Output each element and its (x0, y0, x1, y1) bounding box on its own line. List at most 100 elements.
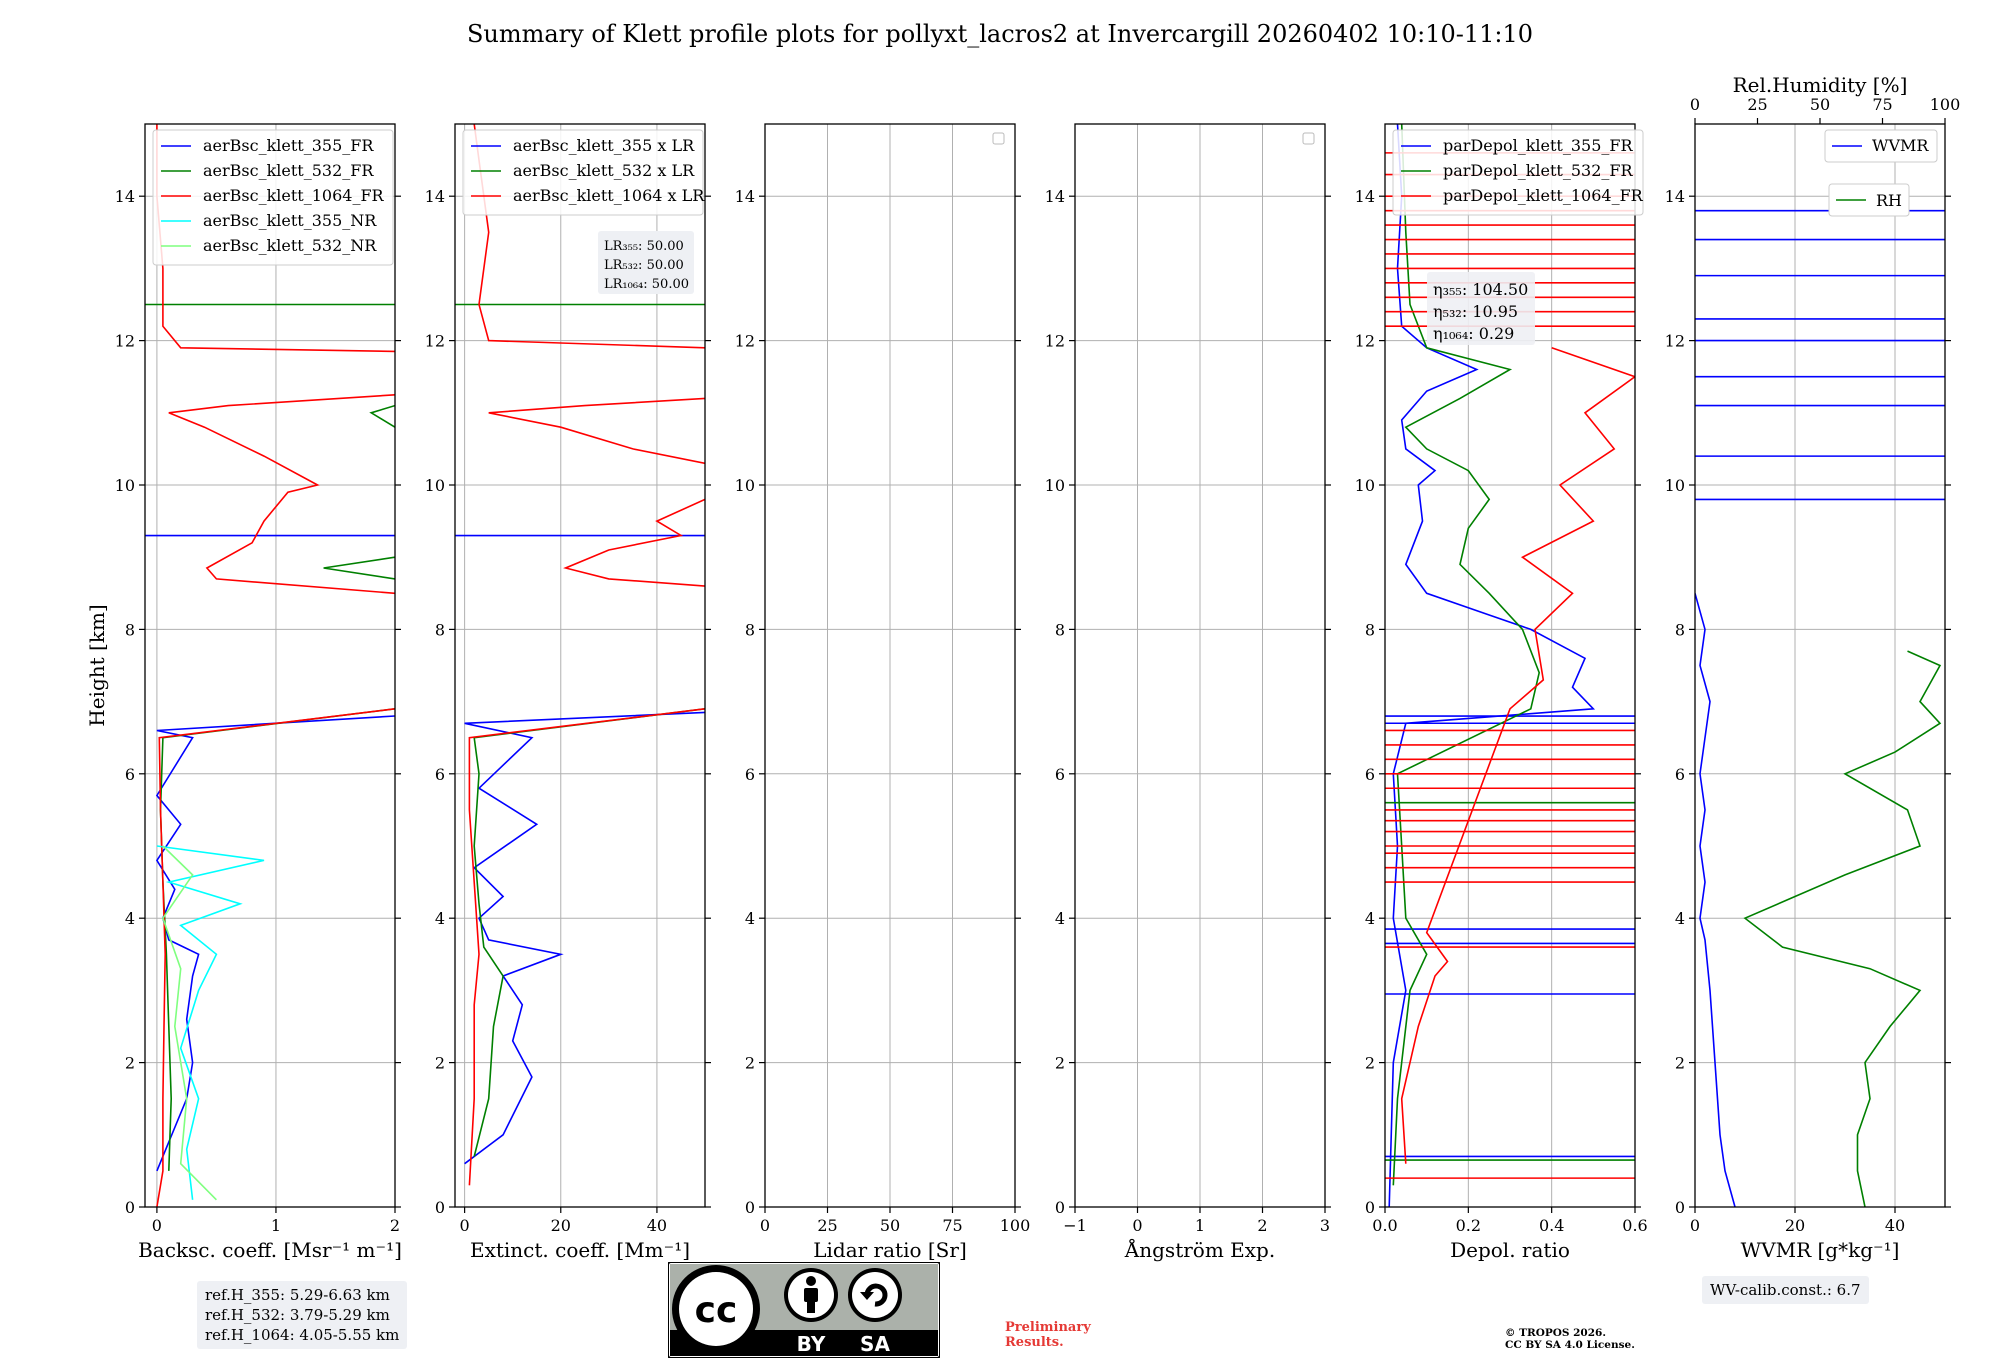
data-group (145, 124, 395, 1207)
x-tick-label-2: 40 (1885, 1216, 1905, 1235)
preliminary-line-2: Results. (1005, 1335, 1064, 1350)
y-tick-label-0: 0 (435, 1198, 445, 1217)
legend-label-aerBsc_klett_355 x LR: aerBsc_klett_355 x LR (513, 136, 695, 155)
series-line-parDepol_klett_355_FR (1388, 124, 1596, 1207)
series-line-aerBsc_klett_1064 x LR (468, 708, 705, 1186)
legend-depol: parDepol_klett_355_FR parDepol_klett_532_… (1392, 129, 1644, 216)
y-tick-label-4: 8 (1365, 620, 1375, 639)
legend-label-aerBsc_klett_532 x LR: aerBsc_klett_532 x LR (513, 161, 695, 180)
y-tick-label-1: 2 (745, 1054, 755, 1073)
x-tick-label-2: 50 (880, 1216, 900, 1235)
x-tick-label-3: 2 (1257, 1216, 1267, 1235)
y-tick-label-3: 6 (1055, 765, 1065, 784)
legend-label-parDepol_klett_1064_FR: parDepol_klett_1064_FR (1443, 186, 1644, 205)
x-tick-label-1: 1 (271, 1216, 281, 1235)
top-x-tick-label-4: 100 (1930, 95, 1961, 114)
y-tick-label-4: 8 (1055, 620, 1065, 639)
y-tick-label-5: 10 (115, 476, 135, 495)
lr-label-0: LR₃₅₅: 50.00 (604, 239, 684, 254)
cc-sa-label: SA (860, 1332, 890, 1356)
y-tick-label-0: 0 (1675, 1198, 1685, 1217)
x-tick-label-0: −1 (1063, 1216, 1087, 1235)
x-tick-label-2: 1 (1195, 1216, 1205, 1235)
series-line-aerBsc_klett_355_NR (156, 845, 265, 1200)
x-tick-label-4: 3 (1320, 1216, 1330, 1235)
series-line-aerBsc_klett_355 x LR (464, 711, 705, 1165)
y-tick-label-3: 6 (1675, 765, 1685, 784)
series-line-aerBsc_klett_1064_FR (156, 708, 395, 1207)
top-x-tick-label-0: 0 (1690, 95, 1700, 114)
series-line-WVMR (1695, 593, 1736, 1207)
y-tick-label-5: 10 (425, 476, 445, 495)
y-tick-label-2: 4 (1055, 909, 1065, 928)
cc-logo-icon: cc (672, 1265, 760, 1353)
lr-annotation: LR₃₅₅: 50.00 LR₅₃₂: 50.00 LR₁₀₆₄: 50.00 (598, 231, 694, 294)
series-line-aerBsc_klett_532_NR (162, 845, 217, 1201)
y-tick-label-4: 8 (1675, 620, 1685, 639)
y-tick-label-6: 12 (735, 332, 755, 351)
lr-label-1: LR₅₃₂: 50.00 (604, 258, 684, 273)
series-line-aerBsc_klett_532 x LR (473, 708, 705, 1157)
x-tick-label-3: 75 (942, 1216, 962, 1235)
y-tick-label-5: 10 (1045, 476, 1065, 495)
y-tick-label-4: 8 (745, 620, 755, 639)
data-group (455, 124, 705, 1186)
y-tick-label-7: 14 (1045, 187, 1065, 206)
cc-by-sa-badge: cc BY SA (668, 1262, 940, 1358)
x-tick-label-1: 0 (1132, 1216, 1142, 1235)
series-line-RH (1743, 650, 1942, 1207)
x-tick-label-0: 0 (760, 1216, 770, 1235)
sa-share-alike-icon (848, 1268, 902, 1322)
wv-calib-box: WV-calib.const.: 6.7 (1702, 1276, 1869, 1304)
legend-label-parDepol_klett_355_FR: parDepol_klett_355_FR (1443, 136, 1634, 155)
legend-label-aerBsc_klett_1064 x LR: aerBsc_klett_1064 x LR (513, 186, 705, 205)
figure-title: Summary of Klett profile plots for polly… (466, 20, 1534, 48)
preliminary-line-1: Preliminary (1005, 1320, 1091, 1335)
x-axis-label: Ångström Exp. (1124, 1237, 1275, 1262)
series-line-parDepol_klett_1064_FR (1400, 347, 1635, 1164)
y-axis-label: Height [km] (85, 604, 109, 726)
x-tick-label-0: 0.0 (1372, 1216, 1397, 1235)
y-tick-label-5: 10 (1665, 476, 1685, 495)
series-segment-aerBsc_klett_1064_FR-0 (168, 394, 395, 595)
x-tick-label-1: 20 (551, 1216, 571, 1235)
y-tick-label-7: 14 (735, 187, 755, 206)
y-tick-label-2: 4 (1675, 909, 1685, 928)
y-tick-label-0: 0 (1055, 1198, 1065, 1217)
x-tick-label-4: 100 (1000, 1216, 1031, 1235)
ref-height-532: ref.H_532: 3.79-5.29 km (205, 1306, 390, 1324)
y-tick-label-0: 0 (1365, 1198, 1375, 1217)
axes-frame (1384, 123, 1636, 1208)
y-tick-label-6: 12 (1355, 332, 1375, 351)
eta-label-0: η₃₅₅: 104.50 (1433, 280, 1528, 299)
y-tick-label-3: 6 (125, 765, 135, 784)
y-tick-label-1: 2 (1365, 1054, 1375, 1073)
legend-label-aerBsc_klett_355_FR: aerBsc_klett_355_FR (203, 136, 374, 155)
y-tick-label-4: 8 (435, 620, 445, 639)
data-group (1695, 209, 1945, 1207)
y-tick-label-2: 4 (745, 909, 755, 928)
y-tick-label-5: 10 (735, 476, 755, 495)
y-tick-label-2: 4 (435, 909, 445, 928)
top-x-tick-label-3: 75 (1872, 95, 1892, 114)
axes-frame (454, 123, 706, 1208)
series-segment-aerBsc_klett_532_FR-0 (323, 556, 395, 580)
x-tick-label-2: 2 (390, 1216, 400, 1235)
eta-label-1: η₅₃₂: 10.95 (1433, 302, 1518, 321)
series-segment-aerBsc_klett_1064 x LR-1 (488, 397, 705, 465)
series-segment-aerBsc_klett_532_FR-1 (369, 404, 395, 428)
legend-box (152, 129, 394, 266)
top-x-tick-label-1: 25 (1747, 95, 1767, 114)
by-person-icon (784, 1268, 838, 1322)
y-tick-label-1: 2 (125, 1054, 135, 1073)
x-tick-label-1: 25 (817, 1216, 837, 1235)
preliminary-note: Preliminary Results. (1005, 1320, 1091, 1350)
legend-label-aerBsc_klett_532_FR: aerBsc_klett_532_FR (203, 161, 374, 180)
y-tick-label-0: 0 (745, 1198, 755, 1217)
lr-box (598, 231, 694, 294)
legend-rh: RH (1828, 183, 1910, 217)
y-tick-label-3: 6 (435, 765, 445, 784)
x-axis-label: Extinct. coeff. [Mm⁻¹] (470, 1238, 690, 1262)
y-tick-label-5: 10 (1355, 476, 1375, 495)
